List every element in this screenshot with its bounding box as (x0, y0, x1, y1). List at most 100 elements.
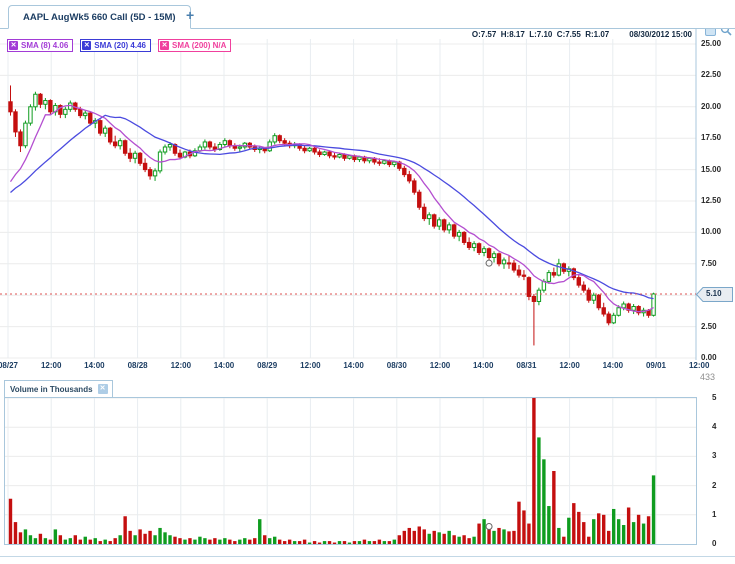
candle[interactable] (43, 100, 48, 105)
candle[interactable] (142, 162, 148, 171)
volume-bars[interactable] (8, 398, 656, 544)
candle[interactable] (506, 262, 512, 265)
candle[interactable] (636, 306, 641, 314)
candle[interactable] (48, 100, 53, 113)
candle[interactable] (302, 147, 307, 152)
candle[interactable] (107, 127, 113, 143)
candle[interactable] (446, 224, 452, 231)
tab-aapl-call[interactable]: AAPL AugWk5 660 Call (5D - 15M) (8, 5, 191, 29)
close-icon[interactable]: ✕ (160, 41, 170, 50)
candle[interactable] (327, 151, 332, 157)
candle[interactable] (13, 111, 18, 133)
close-icon[interactable]: ✕ (97, 384, 108, 394)
candle[interactable] (631, 306, 636, 311)
volume-chart[interactable] (5, 398, 696, 544)
candle[interactable] (38, 93, 43, 105)
price-chart[interactable] (0, 29, 735, 360)
candle[interactable] (511, 262, 517, 271)
candle[interactable] (481, 248, 487, 253)
candle[interactable] (137, 152, 143, 164)
candle[interactable] (606, 313, 611, 324)
candle[interactable] (596, 294, 601, 309)
candle[interactable] (601, 307, 606, 315)
candles[interactable] (8, 85, 656, 346)
candle[interactable] (412, 180, 417, 193)
new-tab-button[interactable]: + (186, 7, 195, 23)
candle[interactable] (117, 140, 123, 147)
candle[interactable] (427, 214, 432, 220)
candle[interactable] (471, 243, 477, 248)
candle[interactable] (88, 112, 93, 124)
candle[interactable] (377, 161, 382, 164)
candle[interactable] (227, 140, 233, 147)
candle[interactable] (132, 152, 138, 159)
candle[interactable] (576, 277, 581, 286)
candle[interactable] (546, 272, 552, 282)
candle[interactable] (167, 143, 173, 148)
candle[interactable] (551, 272, 557, 276)
candle[interactable] (571, 268, 576, 279)
candle[interactable] (202, 141, 208, 148)
candle[interactable] (152, 170, 158, 177)
candle[interactable] (162, 146, 168, 153)
candle[interactable] (616, 307, 621, 316)
candle[interactable] (621, 303, 626, 309)
candle[interactable] (217, 143, 223, 151)
candle[interactable] (282, 140, 287, 144)
candle[interactable] (536, 289, 542, 302)
candle[interactable] (207, 141, 213, 148)
candle[interactable] (392, 161, 397, 166)
candle[interactable] (526, 277, 532, 297)
candle[interactable] (521, 274, 527, 277)
candle[interactable] (491, 253, 497, 259)
candle[interactable] (33, 93, 38, 108)
candle[interactable] (581, 284, 586, 291)
candle[interactable] (237, 146, 243, 149)
candle[interactable] (461, 231, 467, 243)
candle[interactable] (586, 289, 591, 301)
close-icon[interactable]: ✕ (9, 41, 18, 50)
candle[interactable] (18, 131, 23, 147)
candle[interactable] (441, 219, 447, 231)
candle[interactable] (382, 160, 387, 164)
candle[interactable] (451, 224, 457, 237)
candle[interactable] (63, 108, 68, 115)
candle[interactable] (312, 147, 317, 153)
candle[interactable] (591, 294, 596, 301)
candle[interactable] (23, 122, 28, 147)
candle[interactable] (531, 295, 537, 302)
candle[interactable] (177, 152, 183, 158)
candle[interactable] (277, 135, 282, 142)
candle[interactable] (78, 108, 83, 117)
candle[interactable] (103, 127, 108, 134)
candle[interactable] (307, 147, 312, 152)
candle[interactable] (432, 214, 437, 227)
candle[interactable] (402, 167, 407, 176)
candle[interactable] (122, 140, 128, 154)
candle[interactable] (98, 120, 103, 134)
close-icon[interactable]: ✕ (82, 41, 92, 50)
candle[interactable] (407, 174, 412, 182)
candle[interactable] (192, 150, 198, 157)
candle[interactable] (322, 151, 327, 156)
candle[interactable] (456, 231, 462, 237)
candle[interactable] (28, 106, 33, 124)
candle[interactable] (501, 259, 507, 265)
candle[interactable] (437, 219, 442, 227)
candle[interactable] (127, 152, 133, 159)
candle[interactable] (272, 135, 277, 143)
candle[interactable] (357, 156, 362, 161)
candle[interactable] (516, 269, 522, 276)
candle[interactable] (422, 206, 427, 220)
candle[interactable] (222, 140, 228, 145)
candle[interactable] (337, 154, 342, 158)
candle[interactable] (417, 191, 422, 208)
candle[interactable] (347, 155, 352, 159)
candle[interactable] (476, 243, 482, 253)
candle[interactable] (367, 157, 372, 162)
candle[interactable] (147, 169, 153, 177)
candle[interactable] (556, 263, 562, 276)
candle[interactable] (496, 253, 502, 265)
candle[interactable] (112, 141, 118, 147)
candle[interactable] (611, 314, 616, 324)
